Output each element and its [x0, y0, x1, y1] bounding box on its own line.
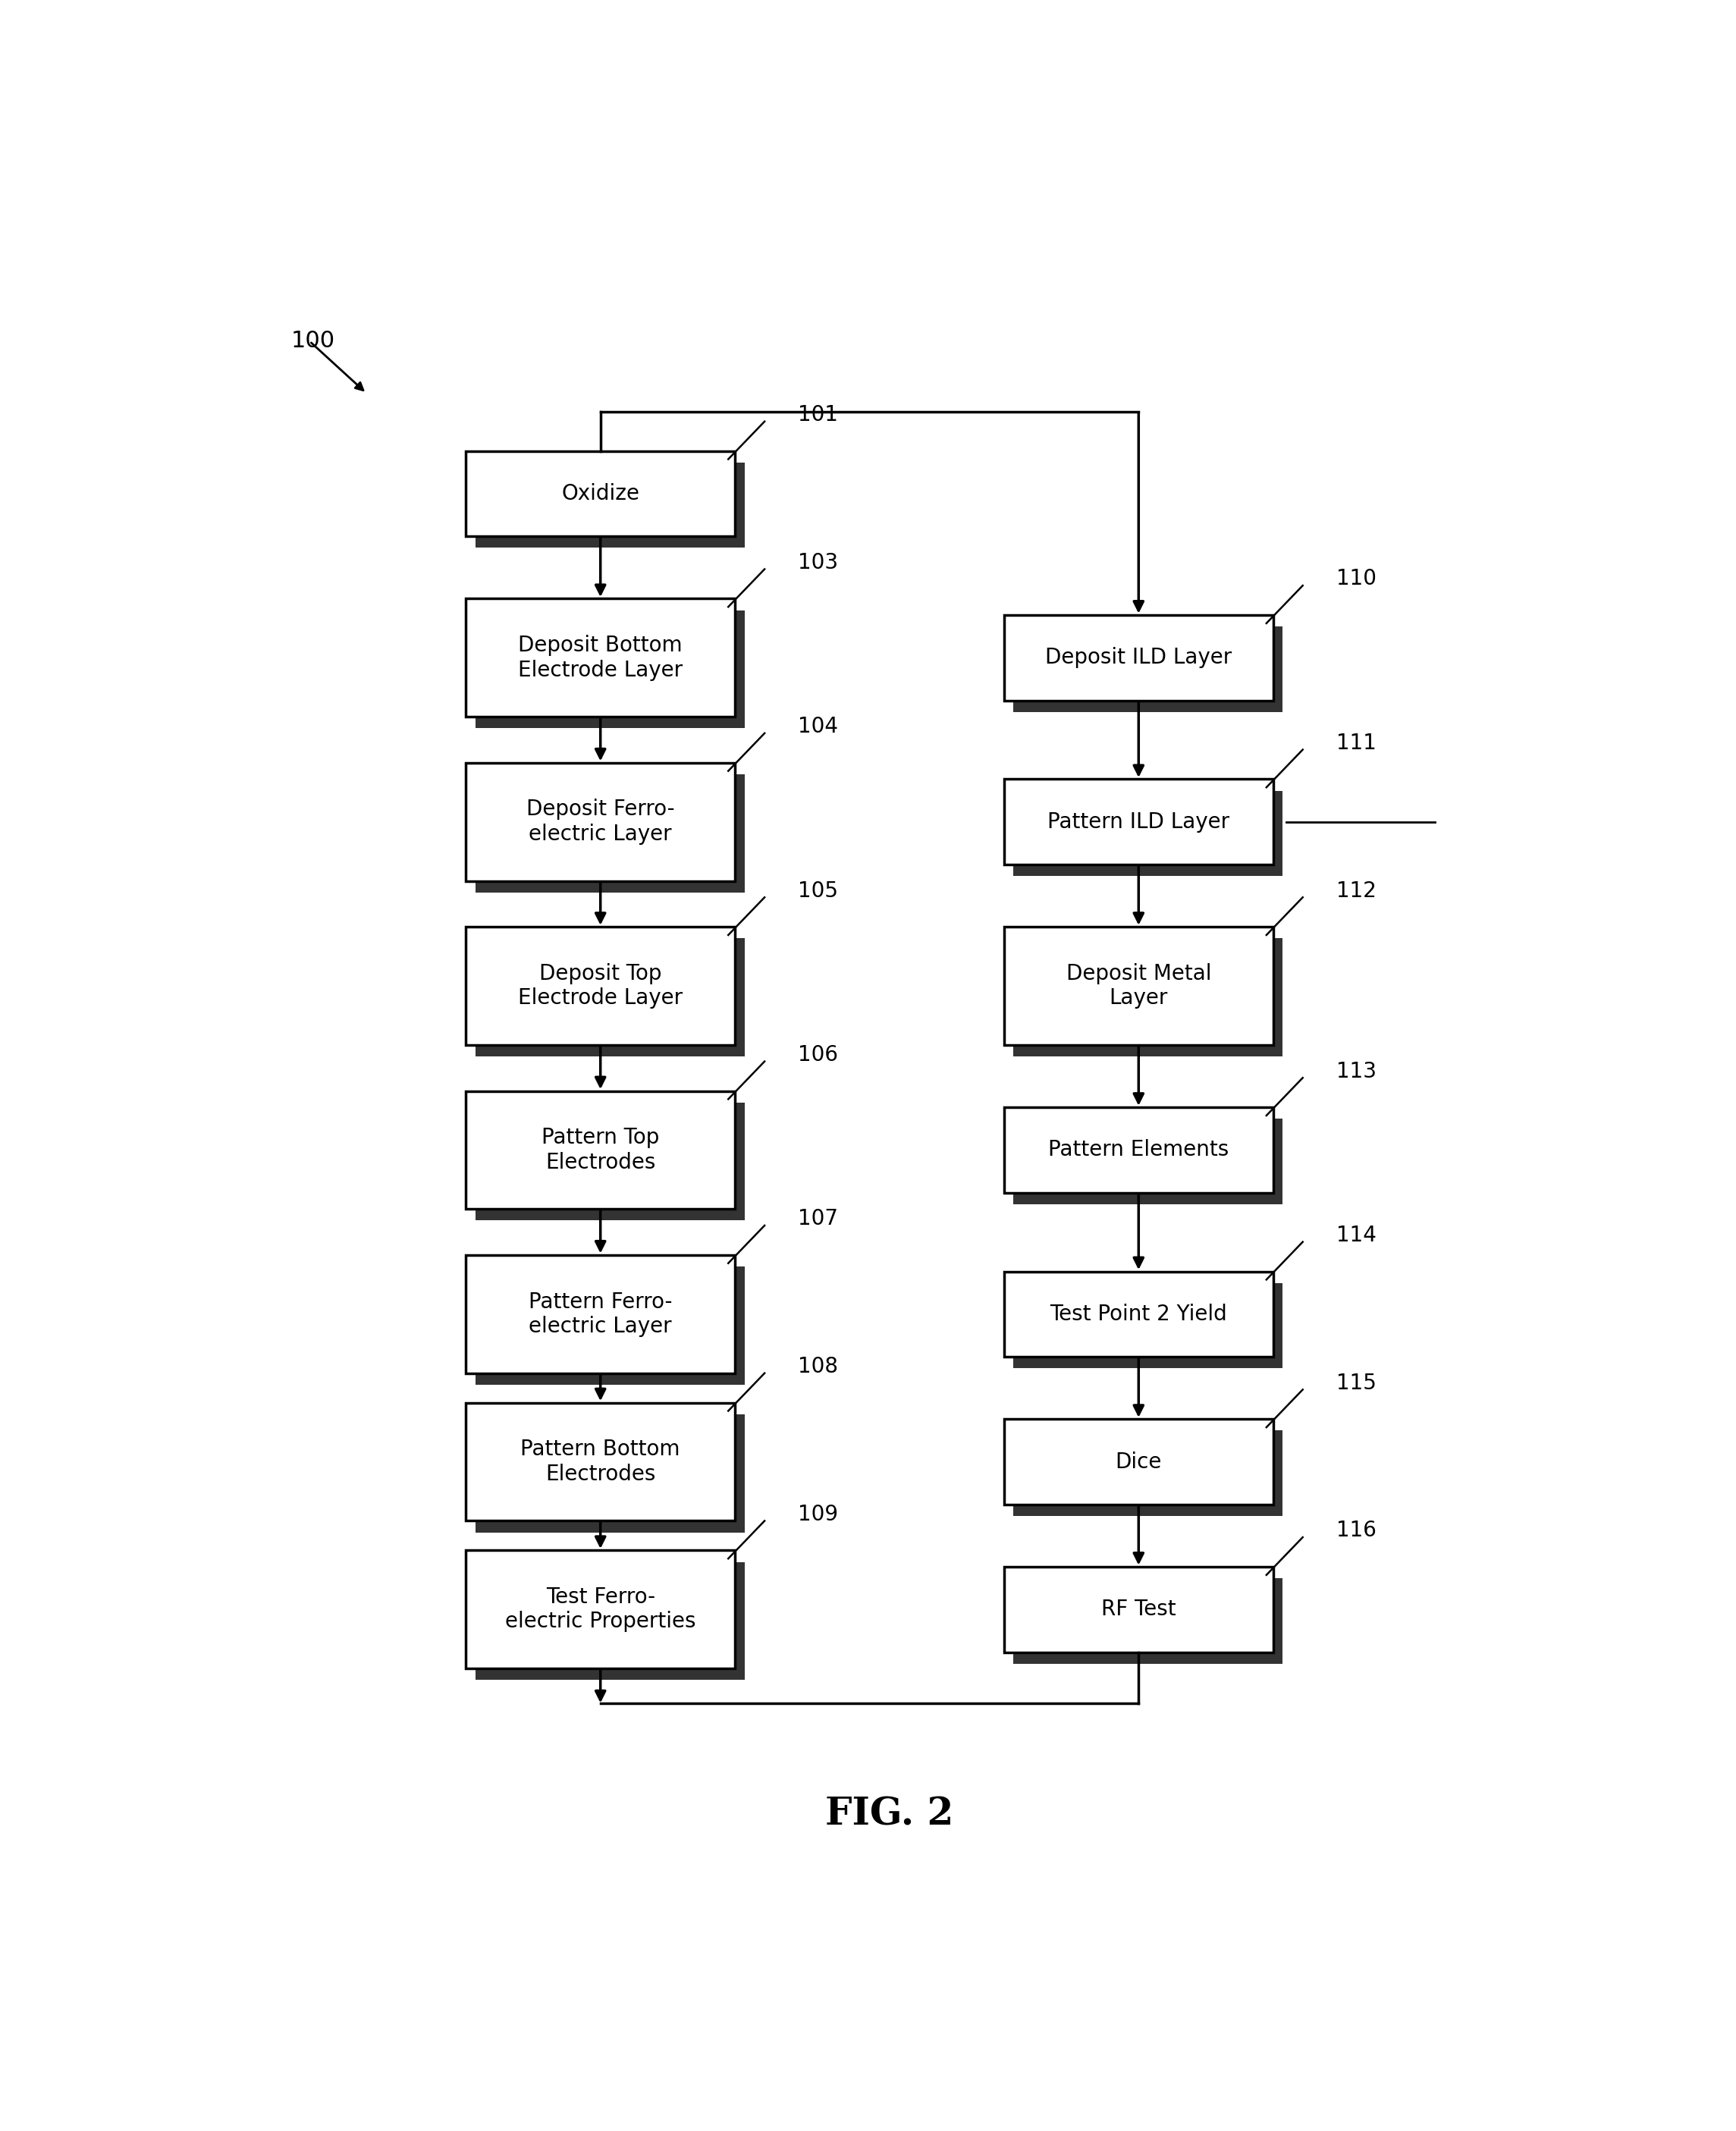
Text: 100: 100 [292, 330, 335, 352]
Text: Deposit Ferro-
electric Layer: Deposit Ferro- electric Layer [526, 799, 675, 844]
Text: FIG. 2: FIG. 2 [826, 1796, 953, 1833]
Bar [1003, 1419, 1272, 1504]
Bar [1014, 1283, 1283, 1368]
Text: 116: 116 [1337, 1519, 1377, 1541]
Bar [465, 1551, 734, 1669]
Text: Deposit Top
Electrode Layer: Deposit Top Electrode Layer [517, 963, 682, 1008]
Text: Oxidize: Oxidize [561, 484, 639, 505]
Text: 110: 110 [1337, 569, 1377, 590]
Bar [465, 763, 734, 880]
Text: Dice: Dice [1115, 1451, 1161, 1473]
Bar [465, 1255, 734, 1372]
Text: RF Test: RF Test [1101, 1598, 1175, 1620]
Bar [1003, 1108, 1272, 1193]
Bar [465, 599, 734, 716]
Bar [1014, 1119, 1283, 1204]
Text: 107: 107 [799, 1208, 838, 1230]
Bar [476, 1266, 745, 1385]
Bar [1014, 1430, 1283, 1515]
Text: Pattern Top
Electrodes: Pattern Top Electrodes [542, 1127, 660, 1172]
Text: 113: 113 [1337, 1061, 1377, 1083]
Bar [476, 774, 745, 893]
Bar [476, 1102, 745, 1221]
Text: 112: 112 [1337, 880, 1377, 901]
Bar [476, 1562, 745, 1679]
Text: Pattern ILD Layer: Pattern ILD Layer [1047, 812, 1229, 833]
Text: 101: 101 [799, 405, 838, 426]
Bar [476, 1415, 745, 1532]
Bar [465, 1402, 734, 1522]
Bar [1014, 1579, 1283, 1664]
Text: Pattern Elements: Pattern Elements [1049, 1140, 1229, 1161]
Bar [1003, 616, 1272, 701]
Bar [465, 1091, 734, 1208]
Text: Pattern Bottom
Electrodes: Pattern Bottom Electrodes [521, 1438, 681, 1485]
Bar [476, 609, 745, 729]
Text: 103: 103 [799, 552, 838, 573]
Bar [476, 938, 745, 1057]
Bar [1003, 1566, 1272, 1652]
Bar [1014, 627, 1283, 712]
Bar [1014, 938, 1283, 1057]
Text: 115: 115 [1337, 1372, 1377, 1394]
Text: 106: 106 [799, 1044, 838, 1066]
Bar [465, 927, 734, 1044]
Text: Deposit Metal
Layer: Deposit Metal Layer [1066, 963, 1212, 1008]
Bar [1003, 780, 1272, 865]
Bar [465, 452, 734, 537]
Text: Pattern Ferro-
electric Layer: Pattern Ferro- electric Layer [528, 1291, 672, 1336]
Bar [1014, 791, 1283, 876]
Text: 108: 108 [799, 1355, 838, 1377]
Bar [1003, 1272, 1272, 1357]
Text: Test Ferro-
electric Properties: Test Ferro- electric Properties [505, 1588, 696, 1632]
Text: 104: 104 [799, 716, 838, 737]
Text: Deposit ILD Layer: Deposit ILD Layer [1045, 648, 1233, 669]
Text: Deposit Bottom
Electrode Layer: Deposit Bottom Electrode Layer [517, 635, 682, 680]
Text: 114: 114 [1337, 1225, 1377, 1247]
Bar [476, 462, 745, 548]
Text: Test Point 2 Yield: Test Point 2 Yield [1050, 1304, 1227, 1325]
Text: 111: 111 [1337, 733, 1377, 754]
Text: 109: 109 [799, 1504, 838, 1526]
Text: 105: 105 [799, 880, 838, 901]
Bar [1003, 927, 1272, 1044]
